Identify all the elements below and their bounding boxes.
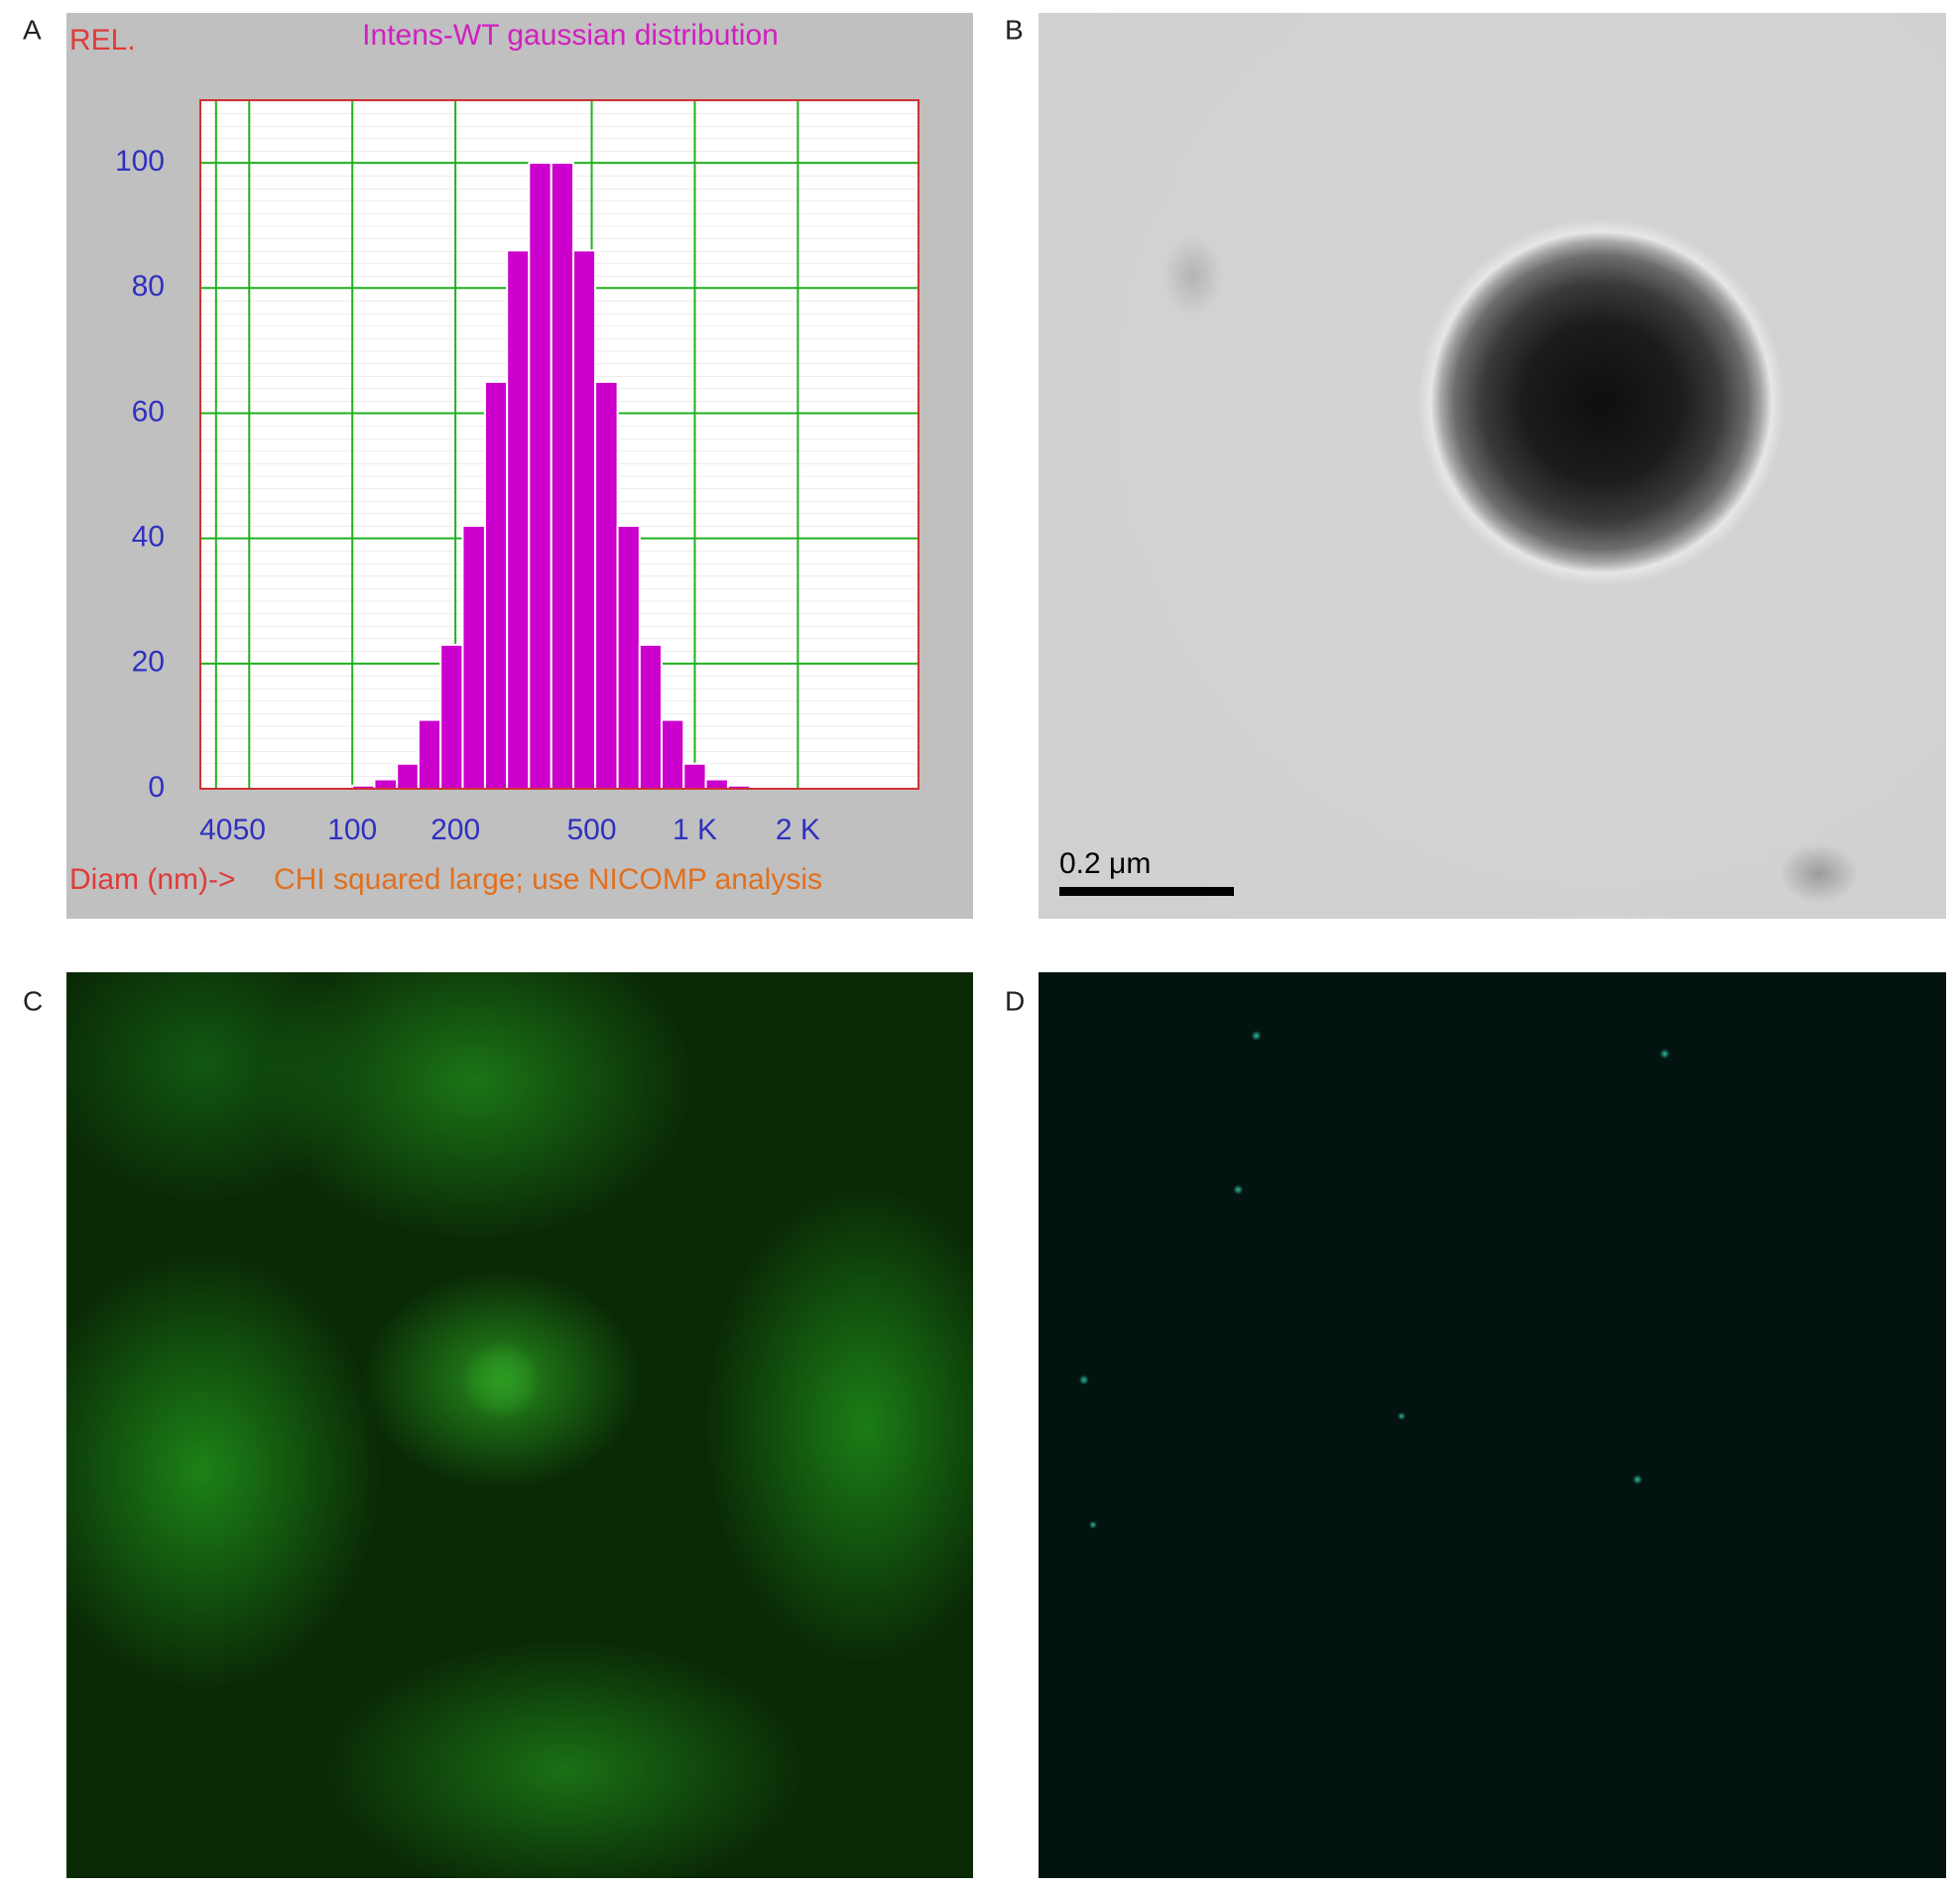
bar: [550, 162, 575, 791]
y-tick-label: 80: [132, 270, 165, 303]
bar: [528, 162, 552, 791]
chart-title: Intens-WT gaussian distribution: [362, 19, 779, 52]
bar: [704, 778, 729, 791]
x-tick-label: 200: [430, 814, 480, 846]
panel-label: A: [23, 14, 42, 45]
x-tick-label: 50: [233, 814, 266, 846]
scale-bar-label: 0.2 μm: [1059, 847, 1151, 880]
fluorescence-image: [1039, 972, 1946, 1878]
y-tick-label: 20: [132, 646, 165, 679]
bar: [682, 762, 707, 790]
y-tick-label: 60: [132, 395, 165, 428]
y-axis-label: REL.: [69, 24, 136, 57]
y-tick-label: 0: [148, 771, 165, 804]
bar: [373, 778, 399, 791]
x-tick-label: 100: [327, 814, 377, 846]
panel-label: C: [23, 985, 43, 1016]
bar: [461, 525, 486, 790]
y-tick-label: 100: [115, 145, 165, 178]
bar: [594, 380, 619, 790]
panel-label: D: [1005, 985, 1025, 1016]
x-axis-label: Diam (nm)->: [69, 863, 236, 896]
bar: [661, 718, 685, 790]
panel-label: B: [1005, 14, 1024, 45]
bar: [396, 762, 420, 790]
x-tick-label: 500: [566, 814, 616, 846]
bar: [616, 525, 641, 790]
bar: [439, 643, 464, 791]
bar: [417, 718, 442, 790]
plot-frame: [199, 99, 919, 790]
bar: [638, 643, 664, 791]
x-tick-label: 1 K: [673, 814, 717, 846]
annotation: CHI squared large; use NICOMP analysis: [274, 863, 822, 896]
bar: [572, 249, 597, 791]
tem-image: [1039, 13, 1946, 919]
bar: [483, 380, 509, 790]
x-tick-label: 40: [199, 814, 232, 846]
y-tick-label: 40: [132, 521, 165, 554]
x-tick-label: 2 K: [776, 814, 820, 846]
fluorescence-image: [66, 972, 973, 1878]
bar: [506, 249, 531, 791]
scale-bar: [1059, 887, 1234, 896]
